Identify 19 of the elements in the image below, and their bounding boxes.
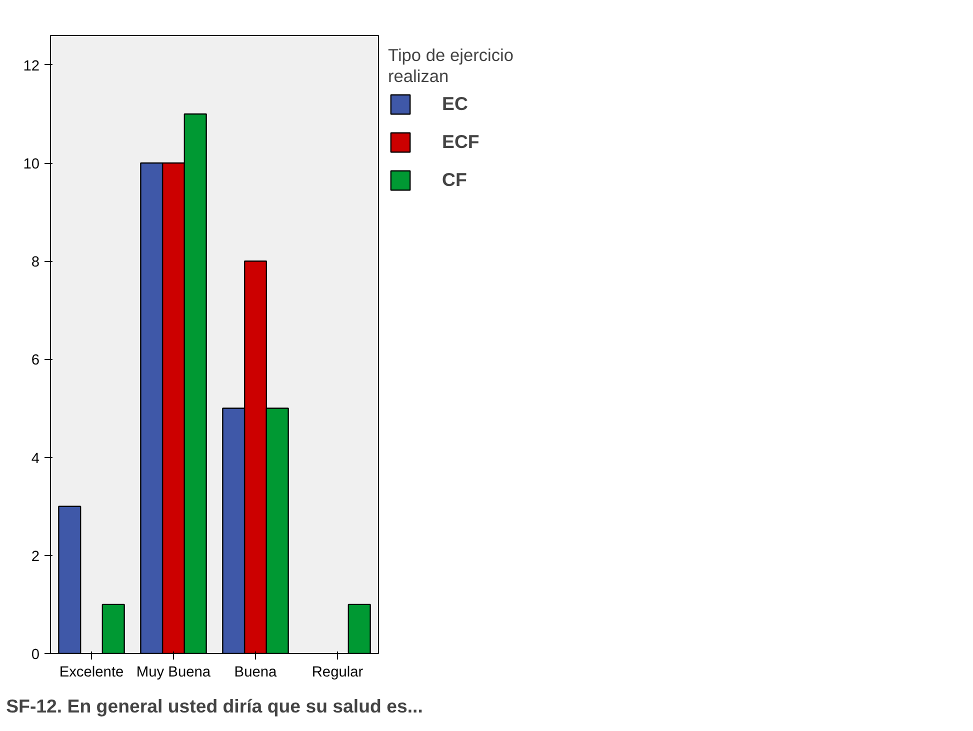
legend-title: Tipo de ejercicio realizan [388,45,514,87]
bar [102,604,125,654]
y-tick-label: 8 [31,254,40,271]
legend-label: EC [442,93,468,115]
y-tick-label: 4 [31,450,40,467]
y-tick-label: 0 [31,647,40,663]
x-tick-label: Regular [312,664,364,680]
bar [58,506,82,654]
y-tick-label: 12 [23,58,40,74]
legend-label: ECF [442,131,480,153]
x-tick-label: Muy Buena [136,664,212,680]
y-tick-label: 10 [23,156,40,173]
bar [348,604,371,654]
x-tick-label: Buena [234,664,278,680]
y-tick-label: 6 [31,352,40,369]
x-tick-label: Excelente [59,664,124,680]
legend-label: CF [442,169,467,191]
y-tick-label: 2 [31,548,40,565]
x-axis-title: SF-12. En general usted diría que su salud es... [6,696,423,716]
